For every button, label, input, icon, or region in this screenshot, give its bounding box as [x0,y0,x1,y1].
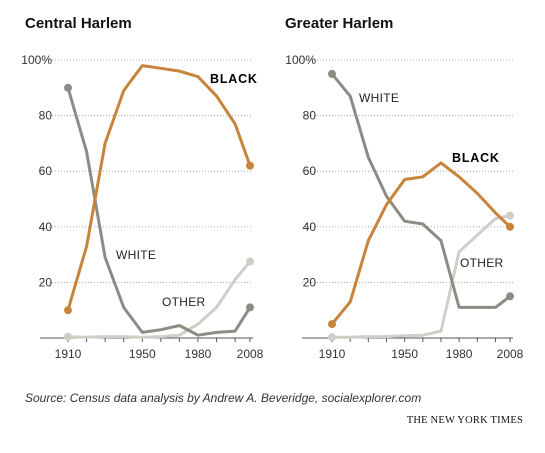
y-tick-label: 100% [21,53,52,67]
black-series-line [330,161,512,326]
black-series-line [66,64,252,312]
black-end-point [246,161,254,170]
white-series-label: WHITE [116,248,156,262]
x-tick-label: 1980 [185,347,212,361]
other-start-point [64,332,72,341]
other-end-point [506,211,514,220]
x-tick-label: 2008 [497,347,524,361]
x-tick-label: 1910 [55,347,82,361]
source-note: Source: Census data analysis by Andrew A… [25,391,422,405]
y-tick-label: 40 [39,220,53,234]
x-tick-label: 1950 [391,347,418,361]
x-tick-label: 1950 [129,347,156,361]
white-end-point [506,292,514,301]
y-tick-label: 20 [39,275,53,289]
black-series-label: BLACK [452,151,500,165]
y-tick-label: 80 [303,109,317,123]
black-series-label: BLACK [210,72,258,86]
white-end-point [246,303,254,312]
other-start-point [328,333,336,342]
black-end-point [506,222,514,231]
white-start-point [328,69,336,78]
y-tick-label: 100% [285,53,316,67]
panel-title: Greater Harlem [285,15,393,32]
white-series-line [66,86,252,337]
y-tick-label: 20 [303,275,317,289]
other-end-point [246,257,254,266]
panel-title: Central Harlem [25,15,132,32]
x-tick-label: 1980 [446,347,473,361]
white-series-label: WHITE [359,91,399,105]
other-series-label: OTHER [460,256,504,270]
x-tick-label: 2008 [237,347,264,361]
other-series-line [66,260,252,339]
chart-panel-2: Greater Harlem 100% 80 60 40 20 1910 1950 1980 20… [285,15,524,361]
white-series-line [330,72,512,309]
y-tick-label: 60 [303,164,317,178]
x-tick-label: 1910 [319,347,346,361]
white-start-point [64,83,72,92]
chart-panel-1: Central Harlem 100% 80 60 40 20 1910 1950 1980 20… [21,15,263,361]
y-tick-label: 60 [39,164,53,178]
publisher-credit: THE NEW YORK TIMES [406,415,523,426]
y-tick-label: 40 [303,220,317,234]
other-series-label: OTHER [162,295,206,309]
black-start-point [64,306,72,315]
other-series-line [330,214,512,339]
black-start-point [328,320,336,329]
y-tick-label: 80 [39,109,53,123]
